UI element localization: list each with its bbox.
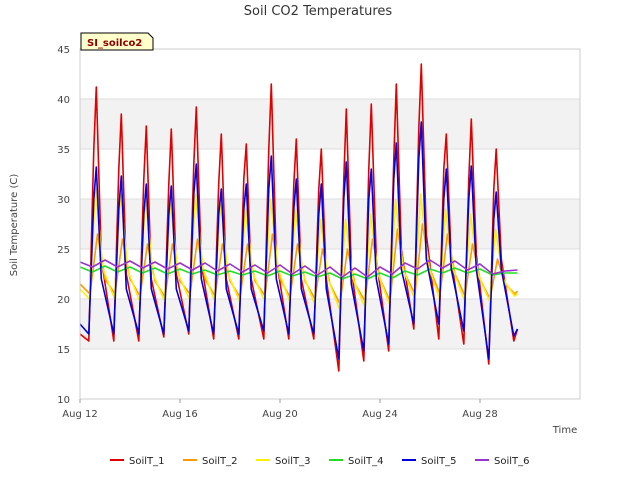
site-badge-label: SI_soilco2 [87, 38, 142, 49]
legend-label: SoilT_6 [494, 456, 530, 467]
x-tick-label: Aug 16 [162, 409, 197, 420]
legend-label: SoilT_4 [348, 456, 384, 467]
y-tick-label: 10 [57, 395, 70, 406]
legend: SoilT_1 SoilT_2 SoilT_3 SoilT_4 SoilT_5 SoilT… [110, 456, 530, 467]
shaded-band-1 [80, 199, 580, 249]
shaded-band-2 [80, 99, 580, 149]
legend-label: SoilT_5 [421, 456, 457, 467]
chart-title: Soil CO2 Temperatures [244, 4, 393, 19]
plot-frame [79, 48, 581, 400]
series-line-soilt-4 [79, 265, 518, 280]
x-tick-label: Aug 12 [62, 409, 97, 420]
series-line-soilt-5 [79, 121, 519, 360]
y-tick-label: 15 [57, 345, 70, 356]
y-tick-label: 40 [57, 95, 70, 106]
y-tick-labels: 10 15 20 25 30 35 40 45 [57, 45, 70, 406]
y-tick-label: 35 [57, 145, 70, 156]
y-tick-label: 45 [57, 45, 70, 56]
series-line-soilt-1 [79, 63, 519, 372]
x-axis-title: Time [552, 425, 577, 436]
y-axis-title: Soil Temperature (C) [9, 174, 20, 277]
x-tick-label: Aug 20 [262, 409, 297, 420]
series-line-soilt-6 [79, 259, 518, 278]
y-tick-label: 25 [57, 245, 70, 256]
y-tick-label: 30 [57, 195, 70, 206]
x-tick-label: Aug 24 [362, 409, 397, 420]
series-layer [79, 63, 519, 372]
legend-label: SoilT_1 [129, 456, 165, 467]
x-tick-labels: Aug 12 Aug 16 Aug 20 Aug 24 Aug 28 [62, 399, 498, 420]
site-badge-box [80, 32, 154, 51]
legend-label: SoilT_3 [275, 456, 311, 467]
y-tick-label: 20 [57, 295, 70, 306]
x-tick-label: Aug 28 [462, 409, 497, 420]
site-badge: SI_soilco2 [80, 32, 154, 51]
legend-label: SoilT_2 [202, 456, 238, 467]
